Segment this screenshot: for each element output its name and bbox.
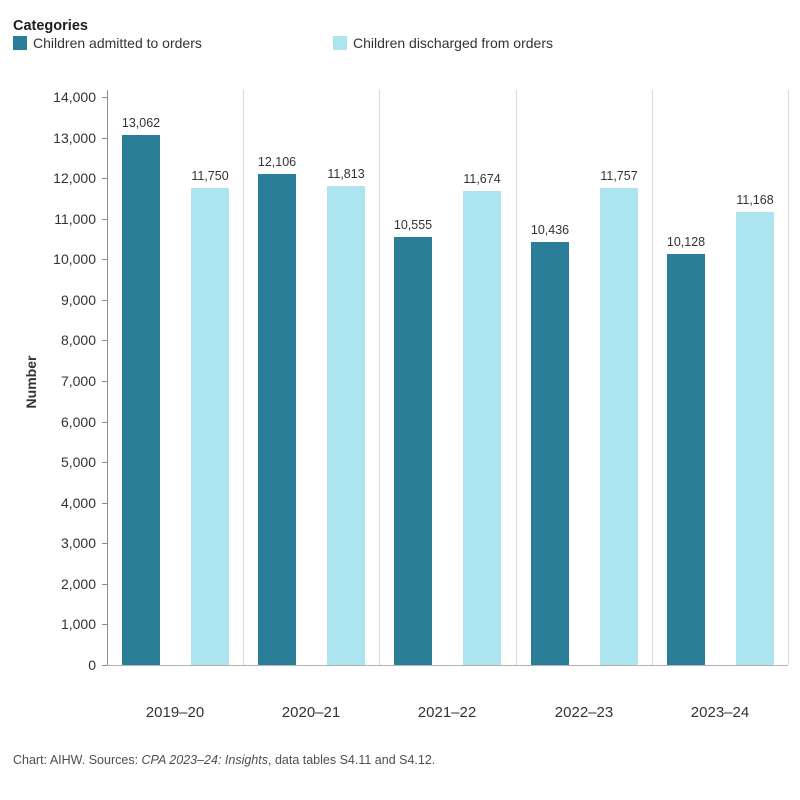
y-tick-mark <box>102 462 107 463</box>
y-tick-mark <box>102 340 107 341</box>
y-tick-mark <box>102 422 107 423</box>
plot-right-border <box>788 90 789 665</box>
legend-title: Categories <box>13 18 88 34</box>
bar-discharged-2019–20[interactable] <box>191 188 229 665</box>
legend-item-discharged[interactable]: Children discharged from orders <box>333 34 553 51</box>
bar-value-label: 11,813 <box>327 167 365 181</box>
bar-value-label: 11,674 <box>463 172 501 186</box>
y-tick-mark <box>102 300 107 301</box>
y-tick-mark <box>102 219 107 220</box>
y-tick-label: 13,000 <box>53 130 96 146</box>
y-tick-label: 10,000 <box>53 251 96 267</box>
y-tick-label: 7,000 <box>60 373 96 389</box>
y-tick-mark <box>102 178 107 179</box>
y-tick-label: 2,000 <box>60 576 96 592</box>
bar-admitted-2019–20[interactable] <box>122 135 160 665</box>
y-tick-mark <box>102 259 107 260</box>
y-tick-label: 14,000 <box>53 89 96 105</box>
bar-admitted-2022–23[interactable] <box>531 242 569 665</box>
bar-value-label: 11,168 <box>736 193 774 207</box>
y-tick-mark <box>102 665 107 666</box>
y-tick-mark <box>102 503 107 504</box>
bar-value-label: 11,750 <box>191 169 229 183</box>
y-tick-label: 11,000 <box>54 211 96 227</box>
bar-value-label: 10,436 <box>530 223 570 237</box>
y-tick-mark <box>102 543 107 544</box>
y-tick-label: 5,000 <box>60 454 96 470</box>
y-tick-label: 6,000 <box>60 414 96 430</box>
pane-divider <box>516 90 517 665</box>
y-tick-mark <box>102 381 107 382</box>
x-axis-label-2022–23: 2022–23 <box>554 704 614 721</box>
y-tick-mark <box>102 624 107 625</box>
y-axis-line <box>107 90 108 665</box>
legend-item-admitted[interactable]: Children admitted to orders <box>13 34 202 51</box>
x-axis-label-2021–22: 2021–22 <box>417 704 477 721</box>
source-note-suffix: , data tables S4.11 and S4.12. <box>268 753 436 767</box>
bar-admitted-2021–22[interactable] <box>394 237 432 665</box>
y-tick-label: 9,000 <box>60 292 96 308</box>
x-axis-label-2019–20: 2019–20 <box>145 704 205 721</box>
bar-discharged-2021–22[interactable] <box>463 191 501 665</box>
bar-discharged-2020–21[interactable] <box>327 186 365 665</box>
source-note: Chart: AIHW. Sources: CPA 2023–24: Insig… <box>13 753 435 767</box>
source-note-prefix: Chart: AIHW. Sources: <box>13 753 142 767</box>
y-tick-label: 8,000 <box>60 332 96 348</box>
x-axis-line <box>107 665 788 666</box>
bar-discharged-2022–23[interactable] <box>600 188 638 665</box>
source-note-publication: CPA 2023–24: Insights <box>141 753 268 767</box>
legend-swatch-admitted-icon <box>13 35 27 50</box>
legend-label-discharged: Children discharged from orders <box>353 34 553 51</box>
legend-label-admitted: Children admitted to orders <box>33 34 202 51</box>
y-tick-label: 3,000 <box>60 535 96 551</box>
bar-value-label: 12,106 <box>257 155 297 169</box>
bar-value-label: 10,128 <box>666 235 706 249</box>
y-tick-label: 1,000 <box>60 616 96 632</box>
pane-divider <box>652 90 653 665</box>
y-tick-label: 12,000 <box>53 170 96 186</box>
x-axis-label-2020–21: 2020–21 <box>281 704 341 721</box>
pane-divider <box>243 90 244 665</box>
bar-value-label: 13,062 <box>121 116 161 130</box>
bar-value-label: 11,757 <box>600 169 638 183</box>
y-tick-mark <box>102 97 107 98</box>
legend-swatch-discharged-icon <box>333 35 347 50</box>
bar-admitted-2020–21[interactable] <box>258 174 296 665</box>
y-tick-mark <box>102 138 107 139</box>
y-tick-label: 4,000 <box>60 495 96 511</box>
bar-admitted-2023–24[interactable] <box>667 254 705 665</box>
y-tick-label: 0 <box>88 657 96 673</box>
bar-value-label: 10,555 <box>393 218 433 232</box>
pane-divider <box>379 90 380 665</box>
y-tick-mark <box>102 584 107 585</box>
bar-discharged-2023–24[interactable] <box>736 212 774 665</box>
x-axis-label-2023–24: 2023–24 <box>690 704 750 721</box>
